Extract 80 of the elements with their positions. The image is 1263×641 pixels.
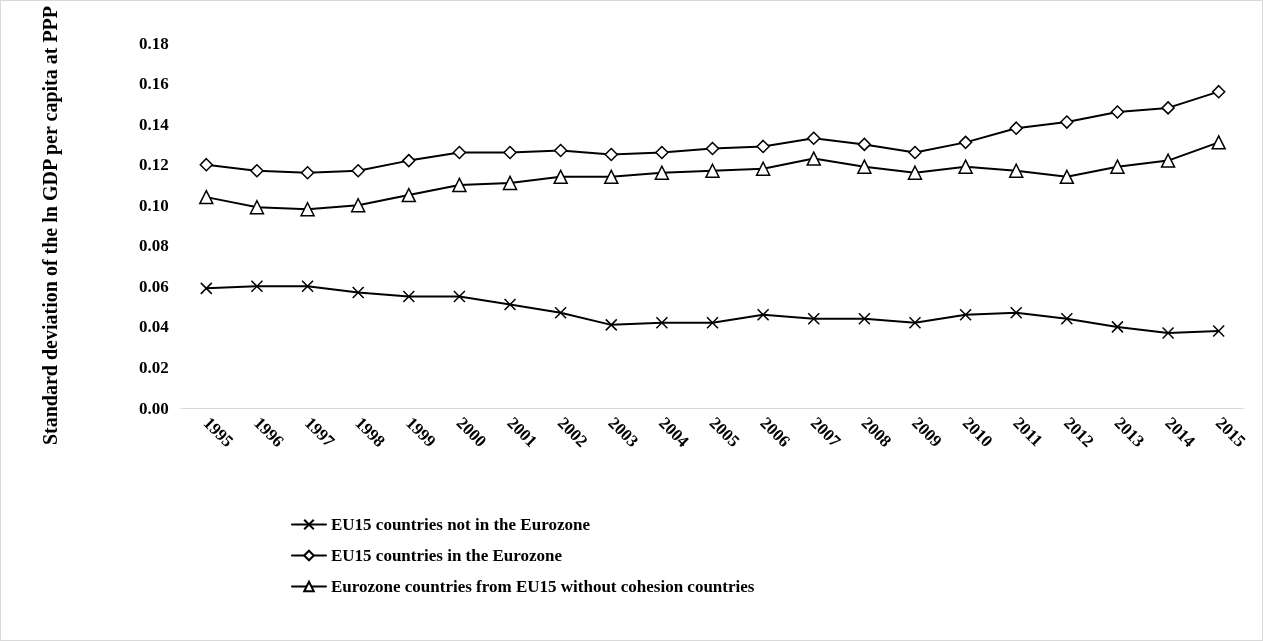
y-axis-title: Standard deviation of the ln GDP per capita at PPP — [39, 5, 62, 446]
point — [200, 282, 213, 295]
point — [503, 298, 517, 311]
point — [554, 306, 567, 319]
x-tick-label: 2007 — [807, 413, 845, 452]
point — [199, 189, 214, 205]
y-tick-label: 0.06 — [139, 276, 169, 296]
legend-label: Eurozone countries from EU15 without cohesion countries — [331, 577, 755, 596]
point — [857, 159, 872, 174]
point — [300, 166, 315, 180]
y-tick-label: 0.10 — [139, 195, 169, 215]
y-tick-label: 0.02 — [139, 357, 169, 377]
y-tick-label: 0.18 — [139, 33, 169, 53]
point — [503, 145, 517, 160]
point — [705, 141, 720, 156]
point — [250, 280, 264, 293]
point — [1008, 163, 1024, 178]
y-tick-label: 0.00 — [139, 398, 169, 418]
point — [907, 165, 923, 181]
point — [350, 197, 366, 213]
point — [1060, 115, 1074, 129]
point — [756, 308, 770, 321]
point — [452, 145, 467, 160]
point — [1211, 135, 1226, 150]
point — [553, 143, 568, 158]
y-tick-label: 0.04 — [139, 317, 170, 337]
y-tick-label: 0.08 — [139, 236, 169, 256]
point — [908, 316, 922, 330]
point — [351, 164, 365, 178]
point — [300, 202, 315, 217]
point — [655, 145, 669, 160]
point — [1212, 324, 1225, 338]
point — [706, 316, 719, 330]
point — [959, 308, 972, 321]
point — [1009, 306, 1023, 319]
point — [1059, 169, 1075, 185]
point — [453, 290, 466, 303]
legend-label: EU15 countries not in the Eurozone — [331, 515, 591, 534]
point — [502, 175, 518, 191]
point — [1161, 101, 1175, 115]
point — [857, 137, 872, 152]
point — [1009, 121, 1023, 135]
point — [1160, 153, 1176, 168]
legend-label: EU15 countries in the Eurozone — [331, 546, 563, 565]
point — [605, 318, 618, 332]
point — [1111, 320, 1124, 334]
point — [654, 165, 670, 181]
point — [958, 135, 973, 150]
point — [402, 290, 416, 303]
point — [755, 161, 771, 176]
point — [351, 286, 365, 299]
point — [806, 151, 821, 166]
point — [249, 200, 265, 215]
point — [806, 131, 821, 146]
y-tick-label: 0.12 — [139, 155, 169, 175]
y-tick-label: 0.16 — [139, 74, 169, 94]
point — [756, 139, 770, 154]
x-tick-label: 1999 — [402, 413, 440, 451]
x-tick-label: 1997 — [300, 413, 339, 452]
point — [1211, 84, 1226, 99]
point — [402, 153, 416, 168]
point — [553, 169, 568, 185]
point — [958, 159, 973, 174]
point — [452, 177, 467, 193]
point — [604, 169, 619, 185]
point — [250, 164, 264, 178]
point — [655, 316, 669, 330]
point — [705, 163, 720, 178]
point — [1110, 159, 1125, 174]
point — [401, 187, 417, 203]
point — [199, 157, 214, 172]
point — [1060, 312, 1074, 326]
point — [1161, 326, 1175, 340]
y-tick-label: 0.14 — [139, 114, 170, 134]
point — [301, 280, 314, 293]
point — [604, 147, 619, 162]
point — [807, 312, 820, 326]
point — [858, 312, 871, 326]
point — [908, 145, 922, 160]
point — [1110, 105, 1125, 119]
